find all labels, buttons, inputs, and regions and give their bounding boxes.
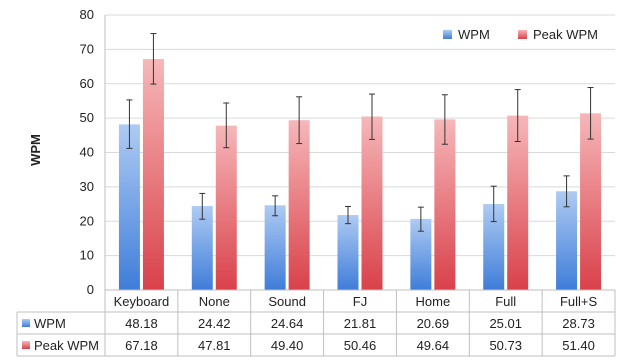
error-bar [296, 96, 303, 145]
error-bar [126, 99, 133, 149]
y-tick-label: 70 [80, 41, 94, 56]
data-label: 24.64 [271, 316, 304, 331]
data-label: 49.64 [417, 338, 450, 353]
bar-peak-wpm [142, 59, 164, 290]
data-label: 67.18 [125, 338, 158, 353]
y-tick-label: 50 [80, 110, 94, 125]
data-label: 50.46 [344, 338, 377, 353]
table-series-name: WPM [34, 316, 66, 331]
data-label: 49.40 [271, 338, 304, 353]
data-label: 50.73 [489, 338, 522, 353]
error-bar [417, 206, 424, 232]
x-tick-label: Keyboard [114, 294, 170, 309]
data-table: Keyboard None Sound FJ Home Full Full+S WPM 48.1… [16, 289, 616, 357]
error-bar [345, 205, 351, 225]
y-tick-label: 40 [80, 145, 94, 160]
y-tick-label: 10 [80, 248, 94, 263]
y-tick-label: 60 [80, 76, 94, 91]
legend-entry: WPM [458, 27, 490, 42]
bar-wpm [483, 204, 505, 290]
gridlines [104, 14, 615, 290]
y-tick-labels: 0 10 20 30 40 50 60 70 80 [80, 7, 94, 297]
bar-wpm [191, 206, 213, 290]
bar-wpm [556, 191, 578, 290]
data-label: 48.18 [125, 316, 158, 331]
y-tick-label: 80 [80, 7, 94, 22]
data-label: 28.73 [562, 316, 595, 331]
table-series-name: Peak WPM [34, 338, 99, 353]
data-label: 24.42 [198, 316, 231, 331]
legend-entry: Peak WPM [533, 27, 598, 42]
bar-peak-wpm [434, 119, 456, 290]
error-bar [563, 175, 570, 208]
x-tick-label: Full+S [560, 294, 598, 309]
y-tick-label: 30 [80, 179, 94, 194]
legend-swatch [443, 30, 452, 39]
error-bar [490, 185, 497, 223]
y-tick-label: 0 [87, 282, 94, 297]
error-bar [587, 87, 594, 140]
bars [118, 59, 602, 290]
data-label: 25.01 [489, 316, 522, 331]
legend: WPM Peak WPM [443, 27, 598, 42]
bar-wpm [337, 215, 359, 290]
error-bar [272, 195, 279, 217]
error-bars [126, 33, 594, 232]
error-bar [150, 33, 157, 85]
x-tick-label: None [199, 294, 230, 309]
bar-peak-wpm [288, 120, 310, 290]
error-bar [199, 192, 206, 220]
x-tick-label: Home [416, 294, 451, 309]
table-series-swatch [22, 341, 30, 349]
error-bar [223, 102, 230, 149]
y-axis-title: WPM [28, 134, 43, 166]
table-series-swatch [22, 319, 30, 327]
bar-peak-wpm [215, 125, 237, 290]
bar-peak-wpm [580, 113, 602, 290]
error-bar [441, 94, 448, 145]
error-bar [514, 89, 521, 142]
bar-peak-wpm [361, 116, 383, 290]
x-tick-label: Sound [268, 294, 306, 309]
bar-wpm [264, 205, 286, 290]
data-label: 47.81 [198, 338, 231, 353]
x-tick-label: FJ [353, 294, 367, 309]
bar-wpm [410, 218, 432, 290]
y-tick-label: 20 [80, 213, 94, 228]
data-label: 21.81 [344, 316, 377, 331]
bar-wpm [118, 124, 140, 290]
data-label: 20.69 [417, 316, 450, 331]
data-label: 51.40 [562, 338, 595, 353]
bar-peak-wpm [507, 115, 529, 290]
legend-swatch [518, 30, 527, 39]
error-bar [369, 93, 375, 140]
x-tick-label: Full [495, 294, 516, 309]
